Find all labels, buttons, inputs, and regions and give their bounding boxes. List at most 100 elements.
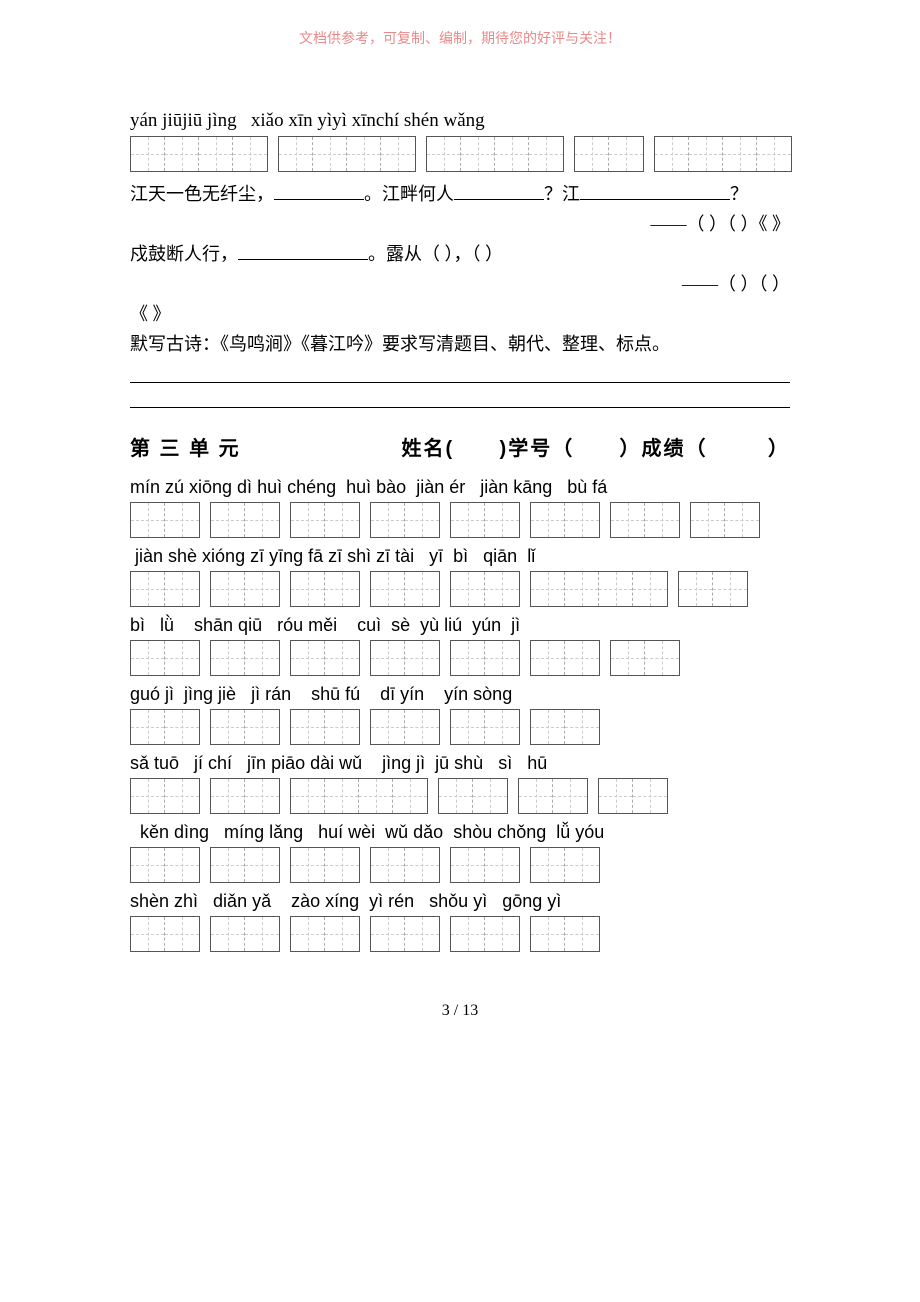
grid-cell [553, 779, 587, 813]
grid-cell [291, 572, 325, 606]
fill-l2-a: 戍鼓断人行， [130, 244, 238, 264]
grid-group [574, 136, 644, 172]
grid-cell [165, 917, 199, 951]
fill-l1-d: ？ [730, 184, 748, 204]
grid-row [130, 847, 790, 883]
grid-cell [689, 137, 723, 171]
grid-cell [611, 641, 645, 675]
grid-cell [371, 917, 405, 951]
grid-cell [371, 572, 405, 606]
grid-row [130, 916, 790, 952]
grid-group [530, 916, 600, 952]
pinyin-line: mín zú xiōng dì huì chéng huì bào jiàn é… [130, 477, 790, 498]
grid-group [290, 571, 360, 607]
grid-cell [371, 710, 405, 744]
grid-cell [325, 641, 359, 675]
grid-cell [245, 710, 279, 744]
grid-cell [633, 572, 667, 606]
grid-cell [405, 848, 439, 882]
pinyin-line: jiàn shè xióng zī yīng fā zī shì zī tài … [130, 546, 790, 567]
grid-cell [371, 641, 405, 675]
fill-l2-b: 。露从（ ），（ ） [368, 244, 503, 264]
grid-row [130, 502, 790, 538]
content-body: yán jiūjiū jìng xiǎo xīn yìyì xīnchí shé… [130, 110, 790, 1020]
grid-cell [473, 779, 507, 813]
grid-group [130, 778, 200, 814]
grid-row [130, 640, 790, 676]
grid-cell [165, 710, 199, 744]
grid-group [290, 847, 360, 883]
grid-group [130, 136, 268, 172]
grid-cell [439, 779, 473, 813]
grid-cell [381, 137, 415, 171]
grid-cell [565, 710, 599, 744]
grid-cell [347, 137, 381, 171]
grid-group [130, 916, 200, 952]
grid-cell [211, 779, 245, 813]
grid-cell [519, 779, 553, 813]
grid-group [518, 778, 588, 814]
grid-cell [291, 710, 325, 744]
page-container: 文档供参考，可复制、编制，期待您的好评与关注！ yán jiūjiū jìng … [0, 0, 920, 1060]
fill-line-3: 《 》 [130, 300, 790, 328]
grid-cell [531, 572, 565, 606]
section-3-header: 第 三 单 元 姓名( )学号（ ）成绩（ ） [130, 432, 790, 461]
grid-cell [485, 503, 519, 537]
grid-group [678, 571, 748, 607]
grid-group [450, 571, 520, 607]
grid-cell [131, 779, 165, 813]
grid-group [530, 640, 600, 676]
grid-cell [609, 137, 643, 171]
pinyin-line: shèn zhì diǎn yǎ zào xíng yì rén shǒu yì… [130, 891, 790, 912]
grid-group [530, 847, 600, 883]
grid-cell [165, 641, 199, 675]
grid-cell [495, 137, 529, 171]
grid-cell [485, 848, 519, 882]
grid-cell [405, 917, 439, 951]
grid-group [210, 502, 280, 538]
fill-l1-b: 。江畔何人 [364, 184, 454, 204]
pinyin-line: guó jì jìng jiè jì rán shū fú dī yín yín… [130, 684, 790, 705]
grid-group [130, 847, 200, 883]
grid-cell [131, 917, 165, 951]
grid-cell [529, 137, 563, 171]
grid-cell [325, 848, 359, 882]
grid-group [370, 916, 440, 952]
grid-cell [393, 779, 427, 813]
grid-group [654, 136, 792, 172]
fill-line-1: 江天一色无纤尘，。江畔何人？江？ [130, 180, 790, 208]
grid-group [610, 640, 680, 676]
grid-group [370, 709, 440, 745]
grid-cell [451, 641, 485, 675]
grid-cell [211, 572, 245, 606]
grid-group [290, 640, 360, 676]
pinyin-rows-container: mín zú xiōng dì huì chéng huì bào jiàn é… [130, 477, 790, 952]
grid-cell [325, 710, 359, 744]
blank [580, 199, 730, 200]
grid-group [450, 640, 520, 676]
grid-cell [245, 641, 279, 675]
grid-cell [313, 137, 347, 171]
blank [454, 199, 544, 200]
page-number: 3 / 13 [130, 1002, 790, 1020]
grid-group [370, 571, 440, 607]
grid-group [450, 916, 520, 952]
blank [274, 199, 364, 200]
fill-line-2: 戍鼓断人行， 。露从（ ），（ ） [130, 240, 790, 268]
grid-row [130, 571, 790, 607]
grid-cell [325, 572, 359, 606]
grid-cell [633, 779, 667, 813]
grid-cell [245, 917, 279, 951]
grid-cell [451, 917, 485, 951]
grid-group [598, 778, 668, 814]
grid-cell [599, 779, 633, 813]
grid-group [130, 709, 200, 745]
grid-cell [211, 503, 245, 537]
grid-cell [679, 572, 713, 606]
grid-group [426, 136, 564, 172]
grid-group [278, 136, 416, 172]
grid-cell [131, 572, 165, 606]
grid-cell [451, 503, 485, 537]
grid-row [130, 709, 790, 745]
grid-cell [723, 137, 757, 171]
